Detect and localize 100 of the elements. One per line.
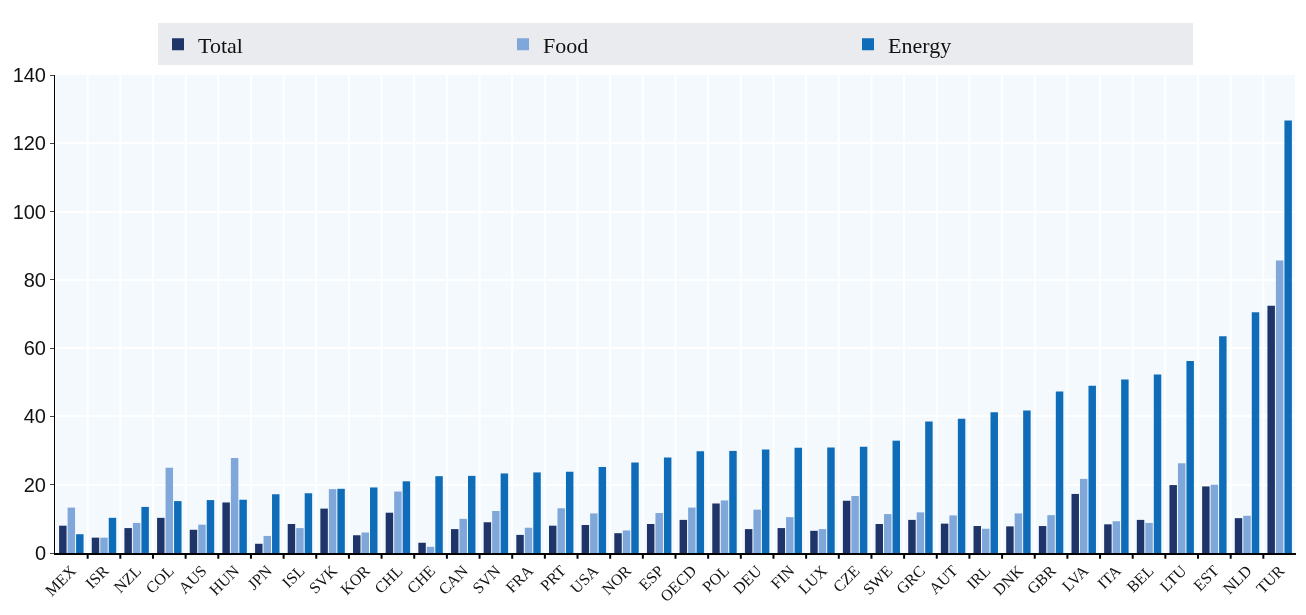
x-tick-label: EST xyxy=(1190,561,1223,595)
bar xyxy=(304,493,313,553)
bar xyxy=(646,523,655,553)
bar xyxy=(744,529,753,553)
bar xyxy=(385,512,394,553)
bar xyxy=(230,458,239,553)
bar xyxy=(1284,120,1292,553)
bar xyxy=(1219,336,1227,553)
y-tick-label: 0 xyxy=(34,542,46,564)
x-tick-label: FRA xyxy=(502,561,537,596)
bar xyxy=(679,519,688,553)
bar xyxy=(842,500,851,553)
bar xyxy=(1104,524,1112,553)
bar xyxy=(810,530,818,553)
bar xyxy=(982,528,990,553)
bar xyxy=(1153,374,1162,553)
bar xyxy=(296,528,304,553)
bar xyxy=(908,519,916,553)
bar xyxy=(973,526,981,553)
bar xyxy=(157,517,165,553)
bar xyxy=(1014,513,1023,553)
bar xyxy=(483,522,492,553)
bar xyxy=(777,528,786,553)
x-tick-label: ISR xyxy=(82,561,112,592)
bar xyxy=(222,502,230,553)
bar xyxy=(1023,410,1031,553)
bar xyxy=(174,501,182,553)
bar xyxy=(524,527,533,553)
bar xyxy=(892,440,900,553)
bar xyxy=(884,514,892,553)
bar xyxy=(720,500,729,553)
bar xyxy=(557,508,565,553)
bar xyxy=(141,506,149,553)
bar xyxy=(255,543,263,553)
bar xyxy=(1006,526,1014,553)
bar xyxy=(631,462,639,553)
x-tick-label: COL xyxy=(142,561,178,597)
bar xyxy=(761,449,770,553)
x-tick-label: FIN xyxy=(767,561,798,593)
bar xyxy=(328,489,337,553)
bar xyxy=(990,412,998,553)
bar xyxy=(500,473,509,553)
bar xyxy=(320,508,328,553)
bar xyxy=(108,517,117,553)
x-tick-label: POL xyxy=(698,561,733,596)
bar xyxy=(851,495,859,553)
bar xyxy=(1177,463,1186,553)
y-tick-label: 120 xyxy=(12,132,46,155)
bar xyxy=(516,534,524,553)
x-tick-label: BEL xyxy=(1123,561,1157,596)
bar xyxy=(949,515,957,553)
bar xyxy=(655,513,663,553)
x-tick-label: NZL xyxy=(110,561,145,596)
bar xyxy=(565,471,574,553)
bar xyxy=(1055,391,1064,553)
bar xyxy=(1234,518,1243,553)
bar xyxy=(818,529,827,553)
bar xyxy=(198,524,206,553)
bar xyxy=(59,525,67,553)
x-tick-label: TUR xyxy=(1252,561,1288,597)
bar xyxy=(402,481,411,553)
bar xyxy=(533,472,541,553)
bar xyxy=(239,499,247,553)
bar xyxy=(1038,526,1047,553)
bar xyxy=(353,535,361,553)
bar xyxy=(1210,484,1219,553)
bar xyxy=(1275,260,1284,553)
x-tick-label: CHE xyxy=(403,561,439,597)
bar xyxy=(875,523,884,553)
bar xyxy=(1186,361,1194,553)
bar xyxy=(614,533,622,553)
bar xyxy=(165,467,174,553)
bar xyxy=(598,466,607,553)
bar xyxy=(1267,305,1275,553)
bar xyxy=(729,450,737,553)
bar xyxy=(1071,493,1079,553)
y-tick-label: 140 xyxy=(12,64,46,86)
bar xyxy=(394,491,402,553)
bar xyxy=(940,523,949,553)
bar xyxy=(1112,521,1121,553)
x-tick-label: ITA xyxy=(1094,561,1125,592)
bar xyxy=(925,421,933,553)
legend-label: Energy xyxy=(888,32,952,58)
bar xyxy=(370,487,378,553)
bar xyxy=(426,546,435,553)
bar xyxy=(361,532,369,553)
bar xyxy=(124,528,132,553)
x-tick-label: CHL xyxy=(371,561,406,597)
x-tick-label: ISL xyxy=(278,561,308,591)
x-tick-label: LVA xyxy=(1058,561,1092,595)
bar xyxy=(622,530,631,553)
bar xyxy=(492,511,500,553)
bar xyxy=(859,446,868,553)
bar xyxy=(418,542,426,553)
bar xyxy=(337,488,345,553)
bar xyxy=(132,522,141,553)
bar xyxy=(548,525,557,553)
bar xyxy=(91,537,100,553)
bar xyxy=(1136,519,1145,553)
bar xyxy=(287,523,296,553)
